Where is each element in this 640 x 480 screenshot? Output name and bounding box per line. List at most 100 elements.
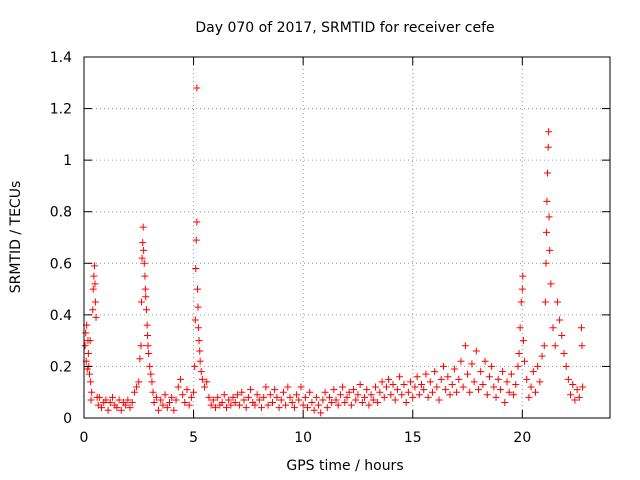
data-point	[87, 378, 95, 386]
data-point	[389, 380, 397, 388]
data-point	[140, 259, 148, 267]
data-point	[317, 409, 325, 417]
data-point	[442, 386, 450, 394]
data-point	[273, 393, 281, 401]
data-point	[247, 386, 255, 394]
data-point	[515, 350, 523, 358]
data-point	[315, 401, 323, 409]
data-point	[205, 393, 213, 401]
data-point	[376, 388, 384, 396]
data-point	[147, 370, 155, 378]
data-point	[140, 246, 148, 254]
data-point	[104, 406, 112, 414]
data-point	[341, 399, 349, 407]
data-point	[233, 391, 241, 399]
data-point	[501, 399, 509, 407]
data-point	[470, 378, 478, 386]
data-point	[369, 396, 377, 404]
data-point	[220, 391, 228, 399]
data-point	[185, 401, 193, 409]
data-point	[356, 380, 364, 388]
data-point	[308, 399, 316, 407]
data-point	[236, 401, 244, 409]
data-point	[404, 388, 412, 396]
data-point	[157, 396, 165, 404]
data-point	[466, 388, 474, 396]
data-point	[536, 378, 544, 386]
data-point	[343, 393, 351, 401]
data-point	[578, 324, 586, 332]
data-point	[547, 280, 555, 288]
data-point	[396, 373, 404, 381]
data-point	[393, 386, 401, 394]
data-point	[365, 401, 373, 409]
data-point	[385, 375, 393, 383]
data-points	[81, 84, 587, 417]
data-point	[268, 399, 276, 407]
data-point	[191, 362, 199, 370]
data-point	[330, 386, 338, 394]
data-point	[84, 350, 92, 358]
data-point	[91, 262, 99, 270]
data-point	[352, 396, 360, 404]
data-point	[128, 399, 136, 407]
data-point	[538, 352, 546, 360]
data-point	[457, 357, 465, 365]
data-point	[82, 329, 90, 337]
data-point	[571, 396, 579, 404]
data-point	[117, 406, 125, 414]
data-point	[218, 399, 226, 407]
data-point	[525, 393, 533, 401]
data-point	[102, 396, 110, 404]
data-point	[181, 399, 189, 407]
y-tick-label: 0.8	[50, 205, 72, 221]
data-point	[461, 342, 469, 350]
data-point	[165, 399, 173, 407]
data-point	[553, 298, 561, 306]
data-point	[135, 378, 143, 386]
data-point	[418, 380, 426, 388]
data-point	[455, 375, 463, 383]
data-point	[575, 393, 583, 401]
data-point	[453, 388, 461, 396]
data-point	[444, 373, 452, 381]
data-point	[141, 285, 149, 293]
data-point	[194, 303, 202, 311]
data-point	[197, 368, 205, 376]
data-point	[87, 396, 95, 404]
data-point	[191, 316, 199, 324]
data-point	[163, 404, 171, 412]
data-point	[92, 313, 100, 321]
data-point	[371, 383, 379, 391]
plot-frame	[83, 56, 611, 419]
data-point	[531, 388, 539, 396]
data-point	[299, 401, 307, 409]
data-point	[505, 388, 513, 396]
data-point	[472, 347, 480, 355]
data-point	[193, 218, 201, 226]
data-point	[284, 383, 292, 391]
data-point	[402, 399, 410, 407]
data-point	[201, 383, 209, 391]
data-point	[207, 401, 215, 409]
data-point	[523, 375, 531, 383]
data-point	[407, 378, 415, 386]
data-point	[323, 404, 331, 412]
data-point	[542, 228, 550, 236]
data-point	[258, 404, 266, 412]
data-point	[195, 337, 203, 345]
data-point	[310, 406, 318, 414]
data-point	[534, 362, 542, 370]
data-point	[142, 306, 150, 314]
data-point	[564, 375, 572, 383]
data-point	[297, 383, 305, 391]
data-point	[545, 128, 553, 136]
data-point	[229, 393, 237, 401]
data-point	[361, 393, 369, 401]
data-point	[194, 324, 202, 332]
data-point	[540, 342, 548, 350]
data-point	[222, 404, 230, 412]
data-point	[253, 391, 261, 399]
data-point	[240, 396, 248, 404]
data-point	[260, 393, 268, 401]
